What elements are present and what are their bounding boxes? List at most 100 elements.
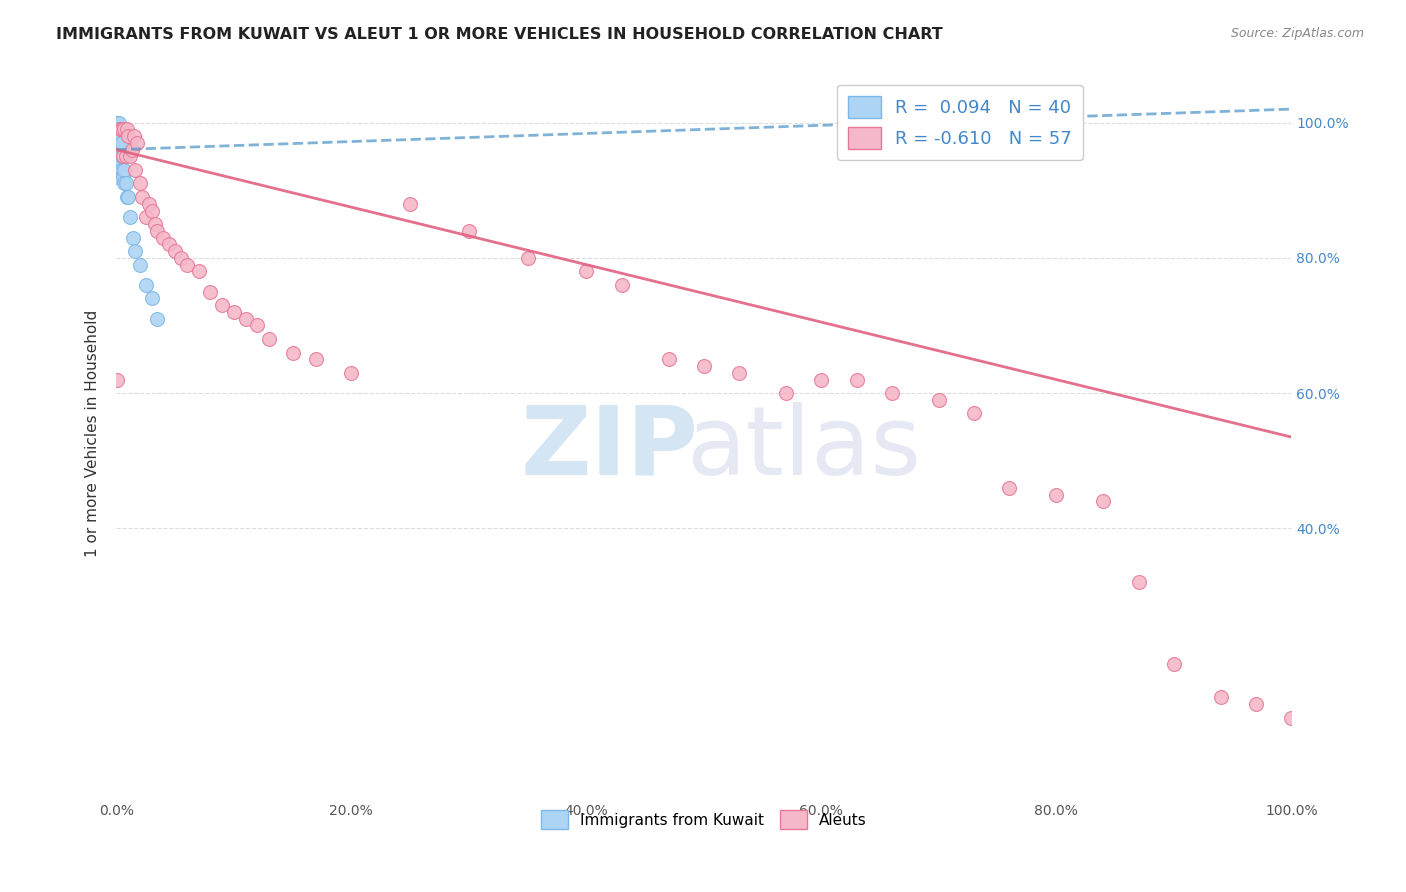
Point — [610, 277, 633, 292]
Point — [810, 373, 832, 387]
Point — [1244, 697, 1267, 711]
Point — [107, 136, 129, 150]
Y-axis label: 1 or more Vehicles in Household: 1 or more Vehicles in Household — [86, 310, 100, 558]
Point — [114, 177, 136, 191]
Point — [108, 122, 131, 136]
Point — [1279, 711, 1302, 725]
Point — [163, 244, 186, 258]
Point — [152, 230, 174, 244]
Point — [246, 318, 269, 333]
Point — [1092, 494, 1115, 508]
Point — [1209, 690, 1232, 705]
Point — [146, 224, 169, 238]
Point — [120, 149, 142, 163]
Point — [107, 129, 129, 144]
Point — [107, 122, 129, 136]
Point — [170, 251, 193, 265]
Point — [114, 177, 136, 191]
Point — [108, 156, 131, 170]
Point — [124, 244, 146, 258]
Point — [115, 190, 138, 204]
Point — [146, 311, 169, 326]
Point — [107, 156, 129, 170]
Text: IMMIGRANTS FROM KUWAIT VS ALEUT 1 OR MORE VEHICLES IN HOUSEHOLD CORRELATION CHAR: IMMIGRANTS FROM KUWAIT VS ALEUT 1 OR MOR… — [56, 27, 943, 42]
Point — [157, 237, 180, 252]
Point — [200, 285, 222, 299]
Point — [112, 149, 135, 163]
Point — [998, 481, 1021, 495]
Point — [112, 149, 135, 163]
Point — [235, 311, 257, 326]
Point — [516, 251, 538, 265]
Point — [107, 143, 129, 157]
Point — [141, 203, 163, 218]
Text: ZIP: ZIP — [520, 401, 699, 495]
Point — [928, 392, 950, 407]
Text: atlas: atlas — [686, 401, 921, 495]
Point — [135, 211, 157, 225]
Point — [728, 366, 751, 380]
Point — [107, 149, 129, 163]
Point — [112, 169, 135, 184]
Point — [340, 366, 363, 380]
Point — [138, 196, 160, 211]
Point — [305, 352, 328, 367]
Point — [110, 163, 132, 178]
Point — [127, 136, 149, 150]
Point — [131, 190, 153, 204]
Point — [575, 264, 598, 278]
Point — [108, 143, 131, 157]
Point — [222, 305, 245, 319]
Point — [122, 129, 145, 144]
Point — [107, 129, 129, 144]
Point — [108, 136, 131, 150]
Point — [693, 359, 716, 373]
Point — [128, 258, 150, 272]
Point — [124, 163, 146, 178]
Point — [121, 230, 143, 244]
Point — [121, 143, 143, 157]
Point — [107, 163, 129, 178]
Point — [110, 143, 132, 157]
Text: Source: ZipAtlas.com: Source: ZipAtlas.com — [1230, 27, 1364, 40]
Point — [111, 136, 134, 150]
Point — [141, 292, 163, 306]
Point — [111, 163, 134, 178]
Point — [1128, 575, 1150, 590]
Point — [457, 224, 479, 238]
Point — [114, 122, 136, 136]
Point — [107, 149, 129, 163]
Point — [114, 163, 136, 178]
Point — [115, 122, 138, 136]
Point — [111, 122, 134, 136]
Point — [257, 332, 280, 346]
Point — [128, 177, 150, 191]
Point — [845, 373, 868, 387]
Point — [110, 129, 132, 144]
Point — [399, 196, 422, 211]
Point — [775, 386, 797, 401]
Point — [1045, 487, 1067, 501]
Point — [176, 258, 198, 272]
Point — [107, 122, 129, 136]
Point — [117, 190, 139, 204]
Point — [187, 264, 209, 278]
Legend: Immigrants from Kuwait, Aleuts: Immigrants from Kuwait, Aleuts — [534, 805, 873, 835]
Point — [107, 115, 129, 129]
Point — [281, 345, 304, 359]
Point — [120, 211, 142, 225]
Point — [880, 386, 903, 401]
Point — [111, 149, 134, 163]
Point — [963, 406, 986, 420]
Point — [117, 129, 139, 144]
Point — [107, 136, 129, 150]
Point — [657, 352, 679, 367]
Point — [107, 115, 129, 129]
Point — [107, 143, 129, 157]
Point — [114, 149, 136, 163]
Point — [108, 122, 131, 136]
Point — [107, 156, 129, 170]
Point — [211, 298, 233, 312]
Point — [107, 169, 129, 184]
Point — [1163, 657, 1185, 671]
